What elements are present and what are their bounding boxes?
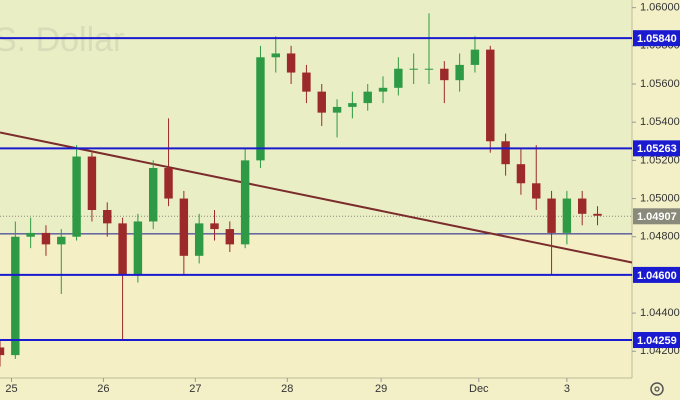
y-tick-label: 1.05400: [640, 116, 680, 128]
candle-body: [332, 106, 342, 113]
candle-body: [348, 103, 357, 107]
candle-body: [593, 213, 602, 216]
candle-body: [317, 91, 326, 113]
candle-body: [440, 68, 449, 81]
settings-icon[interactable]: [650, 382, 664, 396]
level-label: 1.04259: [637, 335, 677, 347]
candle-body: [547, 198, 556, 233]
x-tick-label: Dec: [469, 383, 489, 395]
y-tick-label: 1.05000: [640, 192, 680, 204]
candle-body: [148, 168, 158, 222]
x-tick-label: 25: [5, 383, 17, 395]
candle-body: [562, 198, 572, 233]
y-tick-label: 1.05600: [640, 78, 680, 90]
level-label: 1.05263: [637, 143, 677, 155]
candle-body: [87, 156, 97, 210]
candle-body: [41, 232, 51, 245]
candle-body: [501, 141, 510, 165]
lower-zone: [0, 233, 632, 378]
candle-body: [179, 198, 189, 256]
candle-body: [378, 87, 388, 92]
candle-body: [0, 347, 5, 356]
x-tick-label: 26: [97, 383, 109, 395]
level-tag: [633, 332, 680, 349]
price-label: 1.04907: [637, 211, 677, 223]
y-tick-label: 1.04400: [640, 307, 680, 319]
x-tick-label: 3: [564, 383, 570, 395]
candle-body: [210, 223, 219, 230]
trendline: [0, 131, 633, 264]
candle-body: [57, 236, 66, 245]
candle-body: [271, 53, 280, 58]
candle-body: [225, 229, 235, 245]
candle-body: [103, 210, 112, 224]
x-tick-label: 27: [189, 383, 201, 395]
candle-body: [118, 223, 127, 275]
settings-hub: [654, 386, 660, 392]
candle-body: [470, 49, 480, 65]
candle-body: [302, 72, 311, 92]
y-tick-label: 1.06000: [640, 2, 680, 14]
candle-body: [286, 53, 296, 73]
settings-gear[interactable]: [650, 382, 664, 396]
candle-body: [256, 57, 265, 161]
level-tag: [633, 30, 680, 47]
candle-body: [363, 91, 372, 104]
candle-body: [532, 183, 541, 199]
candle-body: [409, 68, 418, 70]
candle-body: [240, 160, 250, 245]
candle-body: [455, 64, 464, 81]
y-tick-label: 1.04800: [640, 231, 680, 243]
level-tag: [633, 266, 680, 283]
candle-body: [11, 236, 20, 356]
x-tick-label: 29: [375, 383, 387, 395]
candle-body: [516, 164, 526, 184]
y-tick-label: 1.04200: [640, 345, 680, 357]
watermark: S. Dollar: [0, 21, 124, 59]
candle-body: [194, 223, 204, 256]
candle-body: [577, 198, 587, 214]
candle-body: [424, 68, 434, 70]
level-label: 1.04600: [637, 270, 677, 282]
x-tick-label: 28: [281, 383, 293, 395]
level-label: 1.05840: [637, 33, 677, 45]
candle-body: [133, 221, 143, 275]
candle-body: [486, 49, 495, 142]
y-tick-label: 1.05200: [640, 154, 680, 166]
candle-body: [26, 232, 35, 237]
price-tag: [633, 208, 680, 225]
level-tag: [633, 140, 680, 157]
candle-body: [72, 156, 81, 237]
candle-body: [164, 168, 173, 199]
candle-body: [394, 68, 403, 88]
